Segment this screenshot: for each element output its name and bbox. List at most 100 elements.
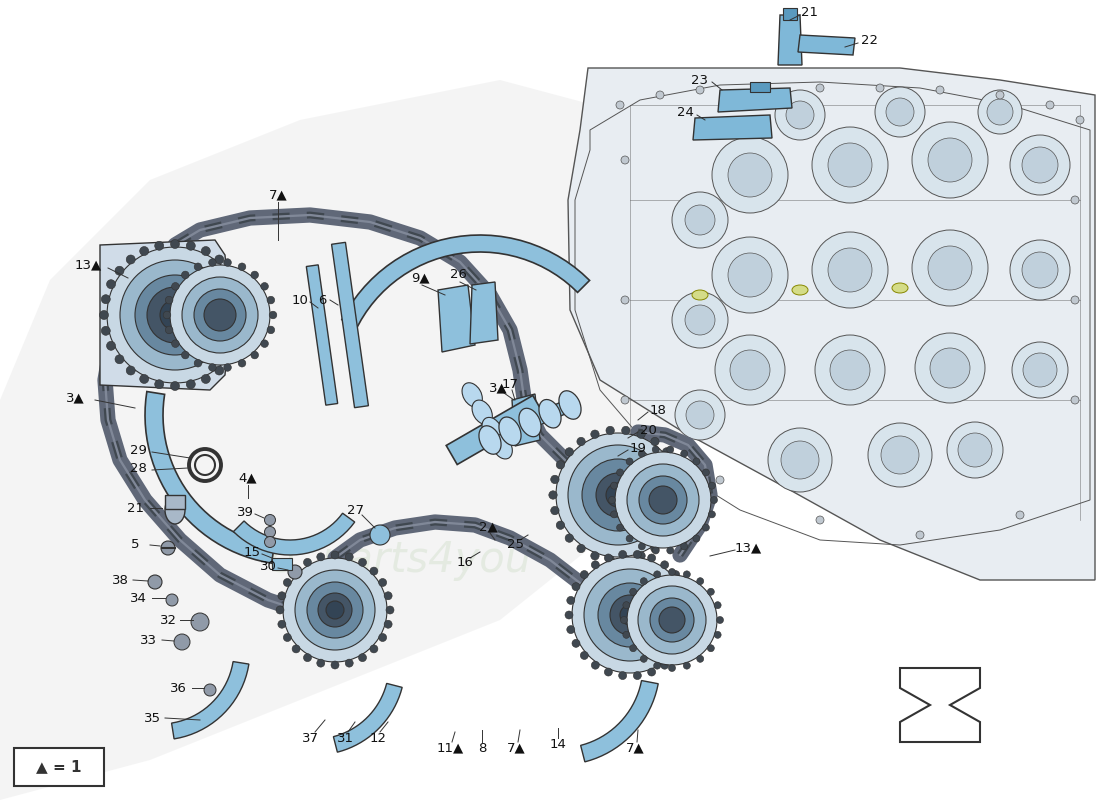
Text: 6: 6: [318, 294, 327, 306]
Circle shape: [618, 671, 627, 679]
Polygon shape: [438, 285, 475, 352]
Circle shape: [653, 571, 661, 578]
Circle shape: [182, 271, 189, 278]
Circle shape: [679, 490, 688, 499]
Circle shape: [638, 450, 646, 457]
Circle shape: [651, 438, 659, 446]
Circle shape: [640, 578, 647, 585]
Circle shape: [581, 651, 589, 659]
Polygon shape: [470, 282, 498, 344]
Ellipse shape: [478, 426, 502, 454]
Circle shape: [716, 617, 724, 623]
Ellipse shape: [519, 408, 541, 437]
Circle shape: [172, 282, 179, 290]
Circle shape: [591, 551, 600, 560]
Ellipse shape: [482, 418, 503, 442]
Circle shape: [685, 626, 693, 634]
Circle shape: [101, 294, 110, 304]
Circle shape: [604, 554, 613, 562]
Circle shape: [557, 521, 564, 530]
Circle shape: [681, 450, 688, 457]
Circle shape: [284, 634, 292, 642]
Circle shape: [278, 592, 286, 600]
Circle shape: [239, 359, 245, 367]
Ellipse shape: [892, 283, 907, 293]
Circle shape: [608, 497, 616, 503]
Circle shape: [165, 326, 173, 334]
Circle shape: [307, 582, 363, 638]
Circle shape: [147, 287, 204, 343]
Text: 23: 23: [692, 74, 708, 86]
Circle shape: [186, 380, 196, 389]
Bar: [14, 748, 104, 786]
Circle shape: [621, 156, 629, 164]
Circle shape: [166, 594, 178, 606]
Text: 16: 16: [456, 555, 473, 569]
Circle shape: [1076, 116, 1084, 124]
Circle shape: [304, 654, 311, 662]
Circle shape: [370, 567, 378, 575]
Circle shape: [703, 524, 710, 531]
Circle shape: [284, 578, 292, 586]
Text: 8: 8: [477, 742, 486, 754]
Circle shape: [606, 483, 630, 507]
Circle shape: [653, 662, 661, 669]
Circle shape: [370, 525, 390, 545]
Circle shape: [170, 265, 270, 365]
Text: 26: 26: [450, 269, 466, 282]
Circle shape: [756, 86, 764, 94]
Circle shape: [667, 547, 674, 554]
Circle shape: [715, 335, 785, 405]
Circle shape: [638, 586, 706, 654]
Circle shape: [874, 87, 925, 137]
Ellipse shape: [472, 400, 493, 424]
Circle shape: [359, 654, 366, 662]
Circle shape: [936, 86, 944, 94]
Circle shape: [140, 374, 148, 383]
Circle shape: [565, 448, 573, 456]
Text: 24: 24: [676, 106, 693, 118]
Circle shape: [688, 611, 695, 619]
Circle shape: [155, 380, 164, 389]
Text: 5: 5: [131, 538, 140, 551]
Circle shape: [978, 90, 1022, 134]
Circle shape: [326, 601, 344, 619]
Circle shape: [618, 550, 627, 558]
Circle shape: [576, 438, 585, 446]
Circle shape: [786, 101, 814, 129]
Text: 13▲: 13▲: [735, 542, 761, 554]
Text: 28: 28: [130, 462, 146, 474]
Circle shape: [621, 296, 629, 304]
Text: 7▲: 7▲: [268, 189, 287, 202]
Circle shape: [623, 631, 630, 638]
Circle shape: [683, 662, 691, 669]
Polygon shape: [145, 391, 274, 563]
Circle shape: [195, 263, 201, 270]
Circle shape: [209, 258, 217, 266]
Circle shape: [610, 511, 617, 518]
Circle shape: [716, 476, 724, 484]
Circle shape: [680, 582, 688, 590]
Circle shape: [566, 626, 575, 634]
Circle shape: [386, 606, 394, 614]
Circle shape: [680, 639, 688, 647]
Circle shape: [685, 597, 693, 605]
Circle shape: [616, 101, 624, 109]
Circle shape: [617, 524, 624, 531]
Circle shape: [331, 551, 339, 559]
Circle shape: [685, 305, 715, 335]
Circle shape: [596, 473, 640, 517]
Circle shape: [204, 684, 216, 696]
Circle shape: [240, 326, 249, 335]
Ellipse shape: [492, 434, 513, 459]
Circle shape: [912, 230, 988, 306]
Text: 18: 18: [650, 403, 667, 417]
Circle shape: [671, 521, 680, 530]
Circle shape: [671, 461, 680, 469]
Polygon shape: [172, 662, 249, 739]
Circle shape: [912, 122, 988, 198]
Circle shape: [165, 296, 173, 304]
Circle shape: [828, 143, 872, 187]
Circle shape: [572, 582, 580, 590]
Text: 34: 34: [130, 591, 146, 605]
